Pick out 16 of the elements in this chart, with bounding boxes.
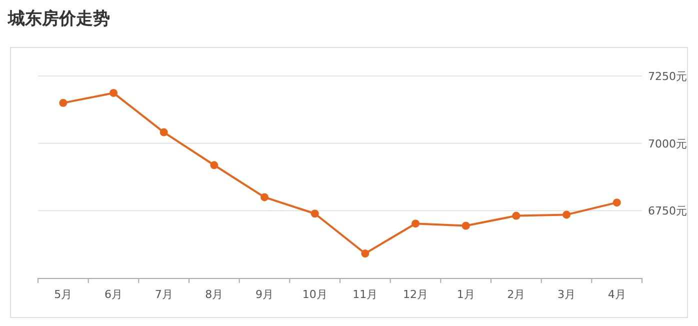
xtick: 11月 (352, 288, 378, 301)
xtick: 3月 (558, 288, 576, 301)
xtick: 6月 (104, 288, 122, 301)
xtick: 5月 (54, 288, 72, 301)
xtick: 4月 (608, 288, 626, 301)
xtick: 10月 (302, 288, 328, 301)
xtick: 12月 (403, 288, 428, 301)
ytick: 7250元 (648, 70, 687, 83)
ytick: 6750元 (648, 204, 687, 218)
xtick: 2月 (507, 288, 526, 301)
xtick: 9月 (256, 288, 274, 301)
ytick: 7000元 (648, 137, 687, 150)
xtick: 8月 (205, 288, 224, 301)
xtick: 7月 (154, 288, 173, 301)
title: 城东房价走势 (8, 9, 110, 29)
xtick: 1月 (456, 288, 475, 301)
